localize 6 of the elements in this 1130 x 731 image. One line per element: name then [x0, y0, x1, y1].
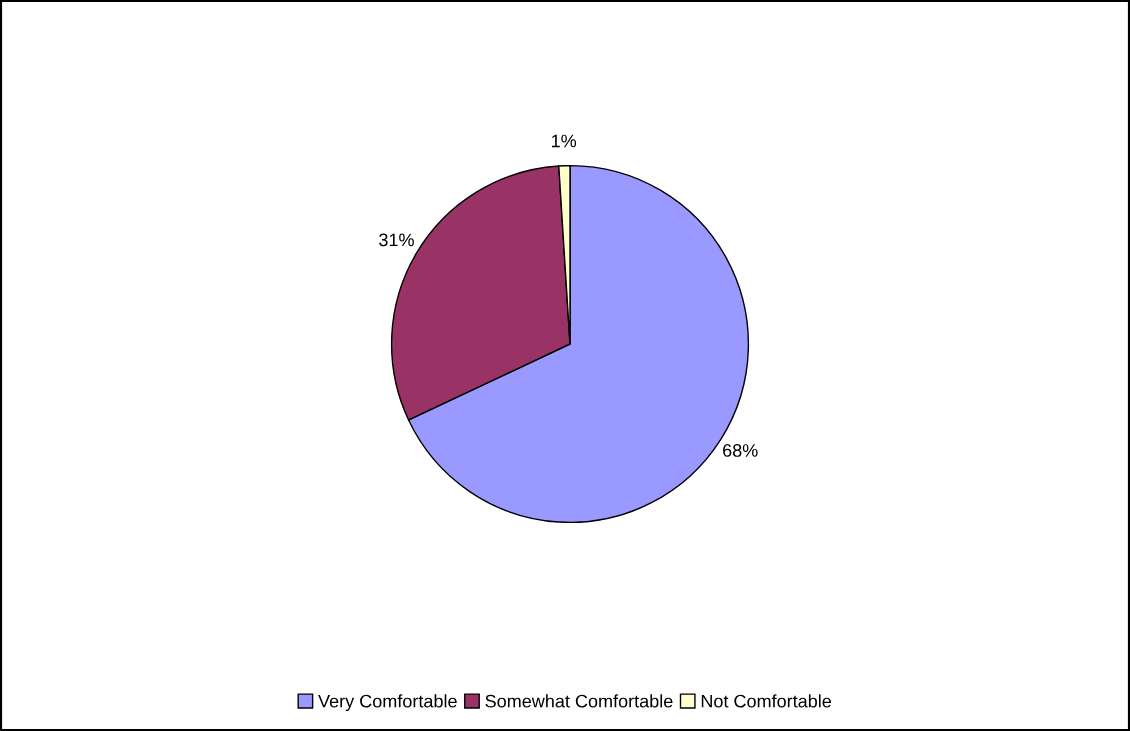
data-label: 31% — [379, 233, 414, 247]
data-label: 1% — [552, 134, 577, 148]
data-label: 68% — [723, 444, 758, 457]
legend-label: Somewhat Comfortable — [485, 694, 673, 708]
legend-label: Not Comfortable — [701, 694, 832, 708]
legend-label: Very Comfortable — [318, 694, 457, 712]
